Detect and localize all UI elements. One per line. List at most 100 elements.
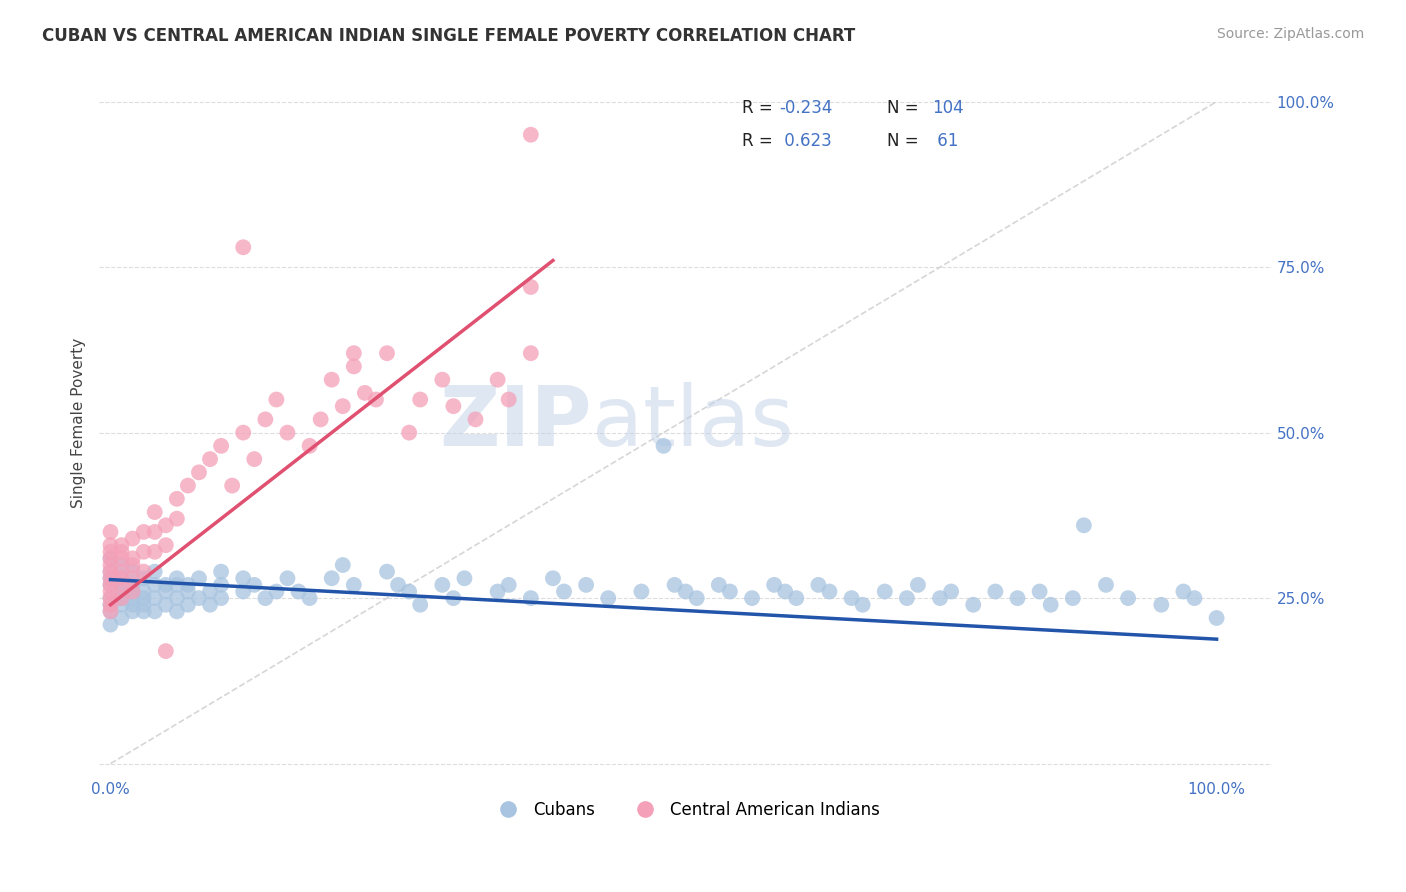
Point <box>166 578 188 592</box>
Point <box>387 578 409 592</box>
Point <box>121 591 143 606</box>
Point <box>266 584 288 599</box>
Point <box>209 439 232 453</box>
Point <box>143 578 166 592</box>
Point <box>309 412 332 426</box>
Point <box>1150 598 1173 612</box>
Point <box>332 558 354 572</box>
Point <box>100 524 122 539</box>
Point <box>198 452 221 467</box>
Point <box>121 565 143 579</box>
Point <box>575 578 598 592</box>
Point <box>143 565 166 579</box>
Point <box>143 545 166 559</box>
Point <box>1116 591 1139 606</box>
Point <box>343 346 366 360</box>
Point <box>598 591 620 606</box>
Point <box>110 558 132 572</box>
Point <box>100 578 122 592</box>
Point <box>332 399 354 413</box>
Point <box>100 598 122 612</box>
Point <box>110 584 132 599</box>
Point <box>177 584 200 599</box>
Point <box>198 598 221 612</box>
Point <box>896 591 918 606</box>
Point <box>243 578 266 592</box>
Point <box>520 280 543 294</box>
Point <box>686 591 709 606</box>
Point <box>100 584 122 599</box>
Text: CUBAN VS CENTRAL AMERICAN INDIAN SINGLE FEMALE POVERTY CORRELATION CHART: CUBAN VS CENTRAL AMERICAN INDIAN SINGLE … <box>42 27 855 45</box>
Point <box>232 584 254 599</box>
Point <box>243 452 266 467</box>
Point <box>1062 591 1084 606</box>
Point <box>166 591 188 606</box>
Text: 0.623: 0.623 <box>779 132 832 150</box>
Point <box>132 591 155 606</box>
Point <box>707 578 730 592</box>
Point <box>155 518 177 533</box>
Legend: Cubans, Central American Indians: Cubans, Central American Indians <box>485 794 887 825</box>
Point <box>441 591 464 606</box>
Point <box>100 598 122 612</box>
Point <box>763 578 786 592</box>
Point <box>962 598 984 612</box>
Point <box>121 532 143 546</box>
Point <box>718 584 741 599</box>
Point <box>364 392 387 407</box>
Point <box>785 591 807 606</box>
Point <box>121 598 143 612</box>
Point <box>298 439 321 453</box>
Point <box>121 584 143 599</box>
Point <box>110 538 132 552</box>
Point <box>188 571 211 585</box>
Point <box>276 571 298 585</box>
Point <box>254 591 277 606</box>
Point <box>143 505 166 519</box>
Point <box>110 545 132 559</box>
Point <box>929 591 952 606</box>
Point <box>100 578 122 592</box>
Point <box>1095 578 1118 592</box>
Point <box>907 578 929 592</box>
Point <box>155 538 177 552</box>
Point <box>298 591 321 606</box>
Point <box>100 565 122 579</box>
Point <box>110 591 132 606</box>
Point <box>100 571 122 585</box>
Point <box>188 466 211 480</box>
Point <box>100 604 122 618</box>
Text: N =: N = <box>887 99 924 117</box>
Point <box>166 604 188 618</box>
Point <box>100 591 122 606</box>
Point <box>166 491 188 506</box>
Point <box>177 578 200 592</box>
Point <box>232 571 254 585</box>
Point <box>155 598 177 612</box>
Point <box>453 571 475 585</box>
Point <box>486 373 509 387</box>
Point <box>110 578 132 592</box>
Point <box>110 598 132 612</box>
Point <box>198 584 221 599</box>
Point <box>873 584 896 599</box>
Point <box>1173 584 1195 599</box>
Point <box>132 524 155 539</box>
Point <box>321 373 343 387</box>
Point <box>652 439 675 453</box>
Point <box>132 545 155 559</box>
Point <box>1007 591 1029 606</box>
Point <box>166 511 188 525</box>
Point <box>110 571 132 585</box>
Point <box>177 478 200 492</box>
Text: ZIP: ZIP <box>439 382 592 463</box>
Point <box>1205 611 1227 625</box>
Point <box>287 584 309 599</box>
Point <box>675 584 697 599</box>
Point <box>254 412 277 426</box>
Point <box>100 565 122 579</box>
Point <box>321 571 343 585</box>
Point <box>100 617 122 632</box>
Point <box>375 346 398 360</box>
Point <box>498 578 520 592</box>
